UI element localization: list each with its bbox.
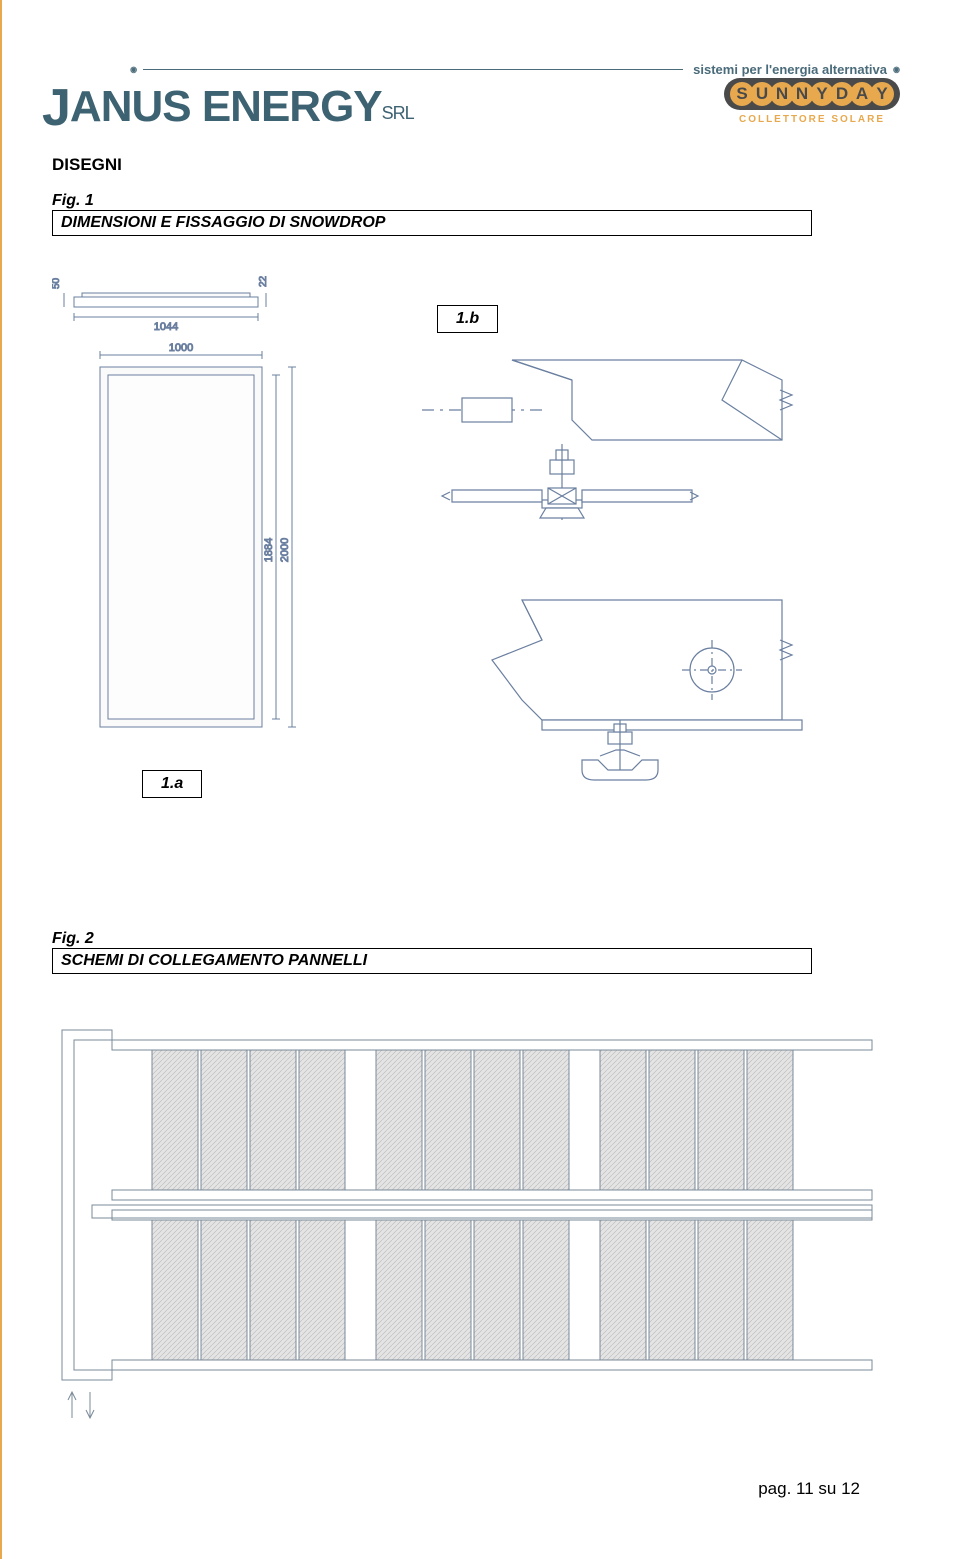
page-number: pag. 11 su 12 (758, 1479, 860, 1499)
panel (649, 1220, 695, 1360)
panel (698, 1050, 744, 1190)
dim-2000: 2000 (279, 538, 291, 562)
sunny-day-logo: SUNNYDAY COLLETTORE SOLARE (724, 78, 900, 125)
dim-50: 50 (52, 277, 62, 289)
fig1-caption: DIMENSIONI E FISSAGGIO DI SNOWDROP (52, 210, 812, 236)
panel (425, 1220, 471, 1360)
panel (747, 1050, 793, 1190)
panel (250, 1220, 296, 1360)
panel (376, 1050, 422, 1190)
logo-letter: Y (870, 82, 894, 106)
logo-subtitle: COLLETTORE SOLARE (724, 114, 900, 125)
panel (250, 1050, 296, 1190)
panel (600, 1220, 646, 1360)
panel (201, 1050, 247, 1190)
fig1-sublabel-b: 1.b (437, 305, 498, 333)
dim-1000: 1000 (169, 342, 193, 354)
fig1a-drawing: 1044 50 22 1000 1884 2000 (52, 275, 312, 835)
header: JANUS ENERGYSRL SUNNYDAY COLLETTORE SOLA… (42, 78, 900, 138)
panel (425, 1050, 471, 1190)
panel (474, 1220, 520, 1360)
fig2-label: Fig. 2 SCHEMI DI COLLEGAMENTO PANNELLI (52, 930, 812, 974)
section-disegni: DISEGNI (52, 155, 122, 175)
fig1-label: Fig. 1 DIMENSIONI E FISSAGGIO DI SNOWDRO… (52, 192, 812, 236)
panel (152, 1050, 198, 1190)
panel (201, 1220, 247, 1360)
fig1b-detail-bottom (482, 580, 852, 810)
panel (523, 1220, 569, 1360)
dim-1044: 1044 (154, 321, 178, 333)
header-tagline: sistemi per l'energia alternativa (130, 62, 900, 77)
panel (376, 1220, 422, 1360)
panel (698, 1220, 744, 1360)
company-name: JANUS ENERGYSRL (42, 78, 414, 138)
panel (523, 1050, 569, 1190)
panel (299, 1220, 345, 1360)
fig1b-detail-top (422, 350, 802, 560)
fig2-caption: SCHEMI DI COLLEGAMENTO PANNELLI (52, 948, 812, 974)
tagline-text: sistemi per l'energia alternativa (693, 62, 887, 77)
company-suffix: SRL (382, 103, 414, 123)
fig2-schematic (52, 1020, 882, 1440)
panel (474, 1050, 520, 1190)
panel (600, 1050, 646, 1190)
panel (747, 1220, 793, 1360)
panel (152, 1220, 198, 1360)
fig1-sublabel-a: 1.a (142, 770, 202, 798)
dim-1884: 1884 (263, 538, 275, 562)
panel (649, 1050, 695, 1190)
panel (299, 1050, 345, 1190)
dim-22: 22 (258, 275, 269, 287)
